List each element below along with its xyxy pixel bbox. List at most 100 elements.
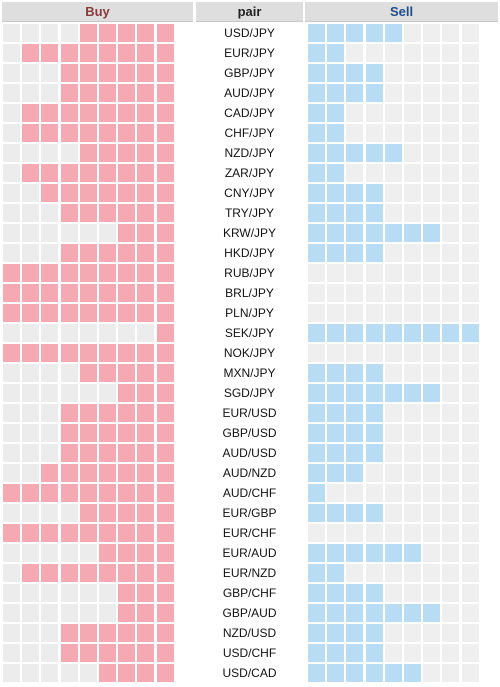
sell-cell-empty	[461, 524, 479, 542]
buy-cell-empty	[41, 24, 59, 42]
buy-cell-empty	[3, 364, 20, 382]
pair-label: NOK/JPY	[223, 346, 276, 360]
buy-cell-filled	[22, 344, 40, 362]
buy-cell-filled	[79, 24, 97, 42]
sell-cell-empty	[442, 224, 460, 242]
buy-cell-filled	[41, 304, 59, 322]
sell-cell-empty	[346, 44, 364, 62]
sell-cell-empty	[461, 84, 479, 102]
sell-cell-filled	[327, 424, 345, 442]
buy-cell-empty	[22, 24, 40, 42]
pair-label: EUR/CHF	[222, 526, 277, 540]
sell-cell-empty	[442, 364, 460, 382]
buy-cell-empty	[22, 504, 40, 522]
sell-cell-filled	[327, 144, 345, 162]
buy-cell-empty	[3, 104, 20, 122]
sell-cell-empty	[404, 524, 421, 542]
sell-cell-empty	[404, 444, 421, 462]
sell-cell-filled	[327, 544, 345, 562]
sell-cell-empty	[442, 424, 460, 442]
sell-cell-empty	[423, 64, 441, 82]
buy-cell-filled	[99, 464, 116, 482]
sell-cell-empty	[423, 504, 441, 522]
buy-cell-empty	[41, 424, 59, 442]
buy-cell-filled	[118, 444, 136, 462]
sell-cell-empty	[442, 504, 460, 522]
buy-cell-empty	[99, 224, 116, 242]
sell-cell-filled	[404, 324, 421, 342]
buy-cell-empty	[22, 144, 40, 162]
sell-cell-empty	[308, 264, 325, 282]
buy-cell-filled	[137, 104, 155, 122]
buy-cell-empty	[3, 404, 20, 422]
sell-cell-filled	[327, 224, 345, 242]
sell-cell-filled	[346, 184, 364, 202]
sell-cell-empty	[308, 284, 325, 302]
sell-cell-filled	[308, 604, 325, 622]
sell-cell-empty	[384, 464, 402, 482]
sell-cell-filled	[461, 324, 479, 342]
buy-cell-empty	[22, 584, 40, 602]
buy-cell-filled	[60, 104, 78, 122]
sell-cell-empty	[461, 504, 479, 522]
buy-cell-filled	[118, 424, 136, 442]
sell-cell-filled	[308, 324, 325, 342]
pair-label: KRW/JPY	[222, 226, 277, 240]
buy-cell-filled	[137, 44, 155, 62]
sell-cell-empty	[442, 184, 460, 202]
buy-cell-empty	[41, 364, 59, 382]
sell-cell-filled	[365, 244, 383, 262]
sell-cell-empty	[461, 244, 479, 262]
sell-cell-filled	[327, 24, 345, 42]
buy-cell-filled	[156, 404, 174, 422]
sell-cell-filled	[327, 624, 345, 642]
sell-cell-empty	[384, 264, 402, 282]
buy-cell-filled	[60, 244, 78, 262]
sell-cell-empty	[461, 124, 479, 142]
buy-cell-empty	[3, 604, 20, 622]
sell-cell-empty	[365, 464, 383, 482]
buy-cell-filled	[118, 64, 136, 82]
pair-label: CHF/JPY	[224, 126, 275, 140]
buy-cell-empty	[60, 384, 78, 402]
buy-cell-filled	[118, 624, 136, 642]
sell-cell-empty	[423, 184, 441, 202]
buy-cell-filled	[99, 544, 116, 562]
sell-cell-empty	[423, 464, 441, 482]
buy-cell-filled	[156, 504, 174, 522]
sell-cell-filled	[384, 664, 402, 682]
buy-cell-filled	[99, 64, 116, 82]
sell-cell-empty	[423, 544, 441, 562]
buy-cell-empty	[41, 584, 59, 602]
buy-cell-empty	[60, 664, 78, 682]
sell-cell-filled	[346, 204, 364, 222]
sell-cell-empty	[442, 264, 460, 282]
buy-cell-filled	[156, 564, 174, 582]
buy-cell-filled	[99, 144, 116, 162]
buy-cell-empty	[60, 604, 78, 622]
buy-cell-filled	[118, 344, 136, 362]
buy-cell-filled	[22, 104, 40, 122]
sell-cell-filled	[365, 644, 383, 662]
sell-cell-filled	[327, 84, 345, 102]
buy-cell-filled	[156, 144, 174, 162]
sell-cell-filled	[308, 384, 325, 402]
buy-cell-filled	[99, 164, 116, 182]
buy-cell-filled	[99, 24, 116, 42]
sell-cell-filled	[346, 324, 364, 342]
sell-cell-filled	[365, 324, 383, 342]
buy-cell-empty	[3, 324, 20, 342]
buy-cell-filled	[156, 104, 174, 122]
buy-cell-empty	[3, 144, 20, 162]
pair-label: AUD/JPY	[224, 86, 275, 100]
sell-cell-filled	[365, 504, 383, 522]
sell-cell-empty	[404, 564, 421, 582]
buy-cell-empty	[22, 424, 40, 442]
pair-label: MXN/JPY	[223, 366, 276, 380]
sell-cell-filled	[327, 664, 345, 682]
buy-cell-filled	[156, 44, 174, 62]
buy-cell-empty	[3, 184, 20, 202]
buy-cell-empty	[22, 444, 40, 462]
buy-cell-empty	[41, 504, 59, 522]
pair-label: CNY/JPY	[224, 186, 275, 200]
